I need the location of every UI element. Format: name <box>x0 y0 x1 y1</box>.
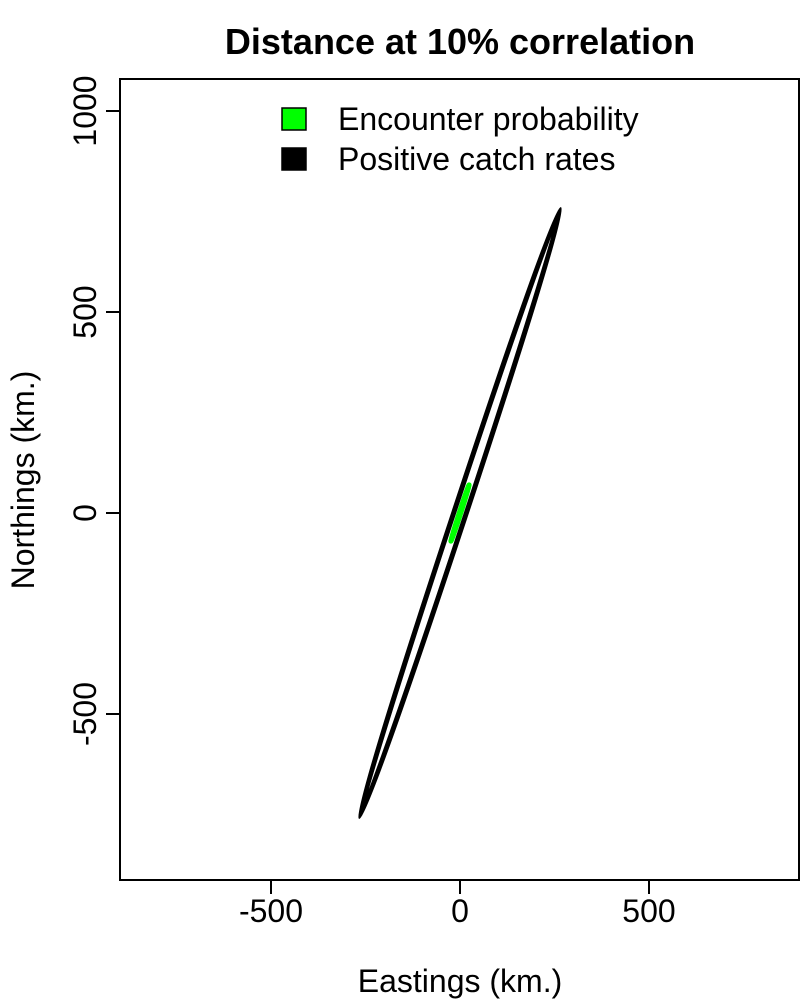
series-layer <box>357 206 563 820</box>
y-tick-label: -500 <box>67 682 103 746</box>
legend-swatch-encounter-probability <box>281 107 307 131</box>
y-axis: -500 0 500 1000 <box>67 75 121 746</box>
y-tick-label: 500 <box>67 285 103 338</box>
x-tick-label: 500 <box>622 893 675 929</box>
legend-swatch-positive-catch-rates <box>281 147 307 171</box>
y-tick-label: 0 <box>67 504 103 522</box>
chart-title: Distance at 10% correlation <box>225 21 695 62</box>
x-tick-label: -500 <box>239 893 303 929</box>
x-tick-label: 0 <box>451 893 469 929</box>
positive-catch-rates-ellipse <box>357 206 563 820</box>
legend: Encounter probability Positive catch rate… <box>281 101 639 177</box>
legend-label-encounter-probability: Encounter probability <box>338 101 639 137</box>
plot-frame <box>119 78 800 881</box>
legend-label-positive-catch-rates: Positive catch rates <box>338 141 615 177</box>
y-axis-label: Northings (km.) <box>5 371 41 590</box>
x-axis-label: Eastings (km.) <box>358 963 562 999</box>
y-tick-label: 1000 <box>67 75 103 146</box>
encounter-probability-ellipse <box>448 482 472 544</box>
x-axis: -500 0 500 <box>239 879 676 929</box>
